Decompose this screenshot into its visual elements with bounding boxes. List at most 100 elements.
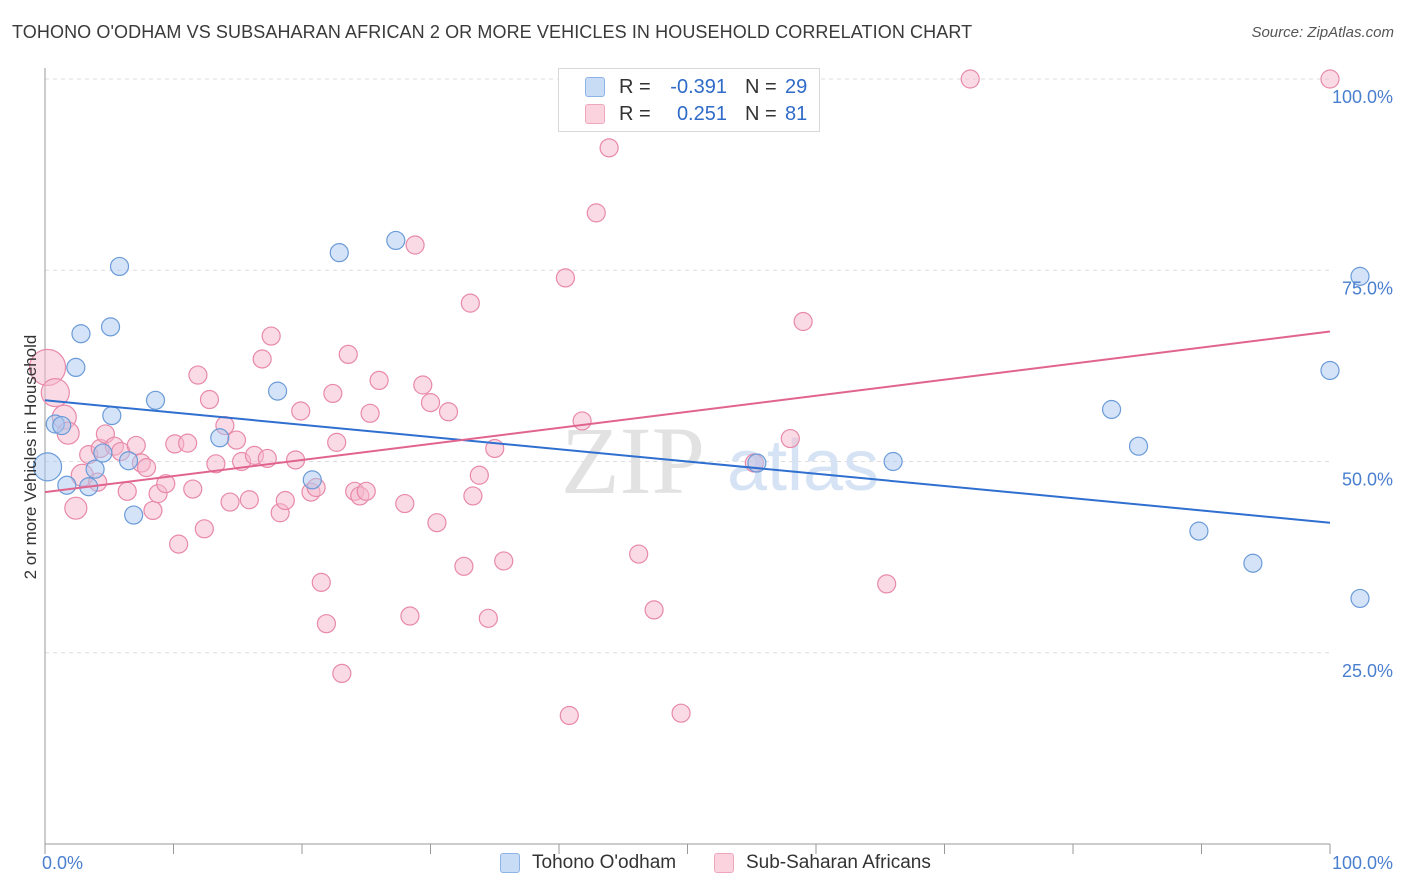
data-point-sub-saharan: [275, 490, 295, 511]
data-point-sub-saharan: [332, 663, 352, 684]
data-point-tohono: [1350, 588, 1370, 609]
data-point-sub-saharan: [327, 432, 347, 452]
legend-swatch-blue: [500, 853, 520, 873]
data-point-sub-saharan: [338, 344, 358, 364]
legend-r-value: 0.251: [676, 102, 727, 125]
data-point-sub-saharan: [239, 490, 259, 510]
data-point-tohono: [85, 459, 105, 479]
data-point-sub-saharan: [356, 481, 376, 501]
data-point-sub-saharan: [454, 556, 474, 576]
data-point-sub-saharan: [117, 481, 137, 501]
data-point-sub-saharan: [586, 203, 606, 223]
data-point-sub-saharan: [463, 486, 483, 506]
data-point-sub-saharan: [469, 465, 489, 485]
data-point-sub-saharan: [478, 608, 498, 628]
zipatlas-watermark: ZIP atlas: [561, 407, 879, 514]
data-point-sub-saharan: [460, 293, 480, 313]
data-point-sub-saharan: [126, 435, 146, 456]
data-point-sub-saharan: [960, 69, 980, 89]
legend-r-label: R =: [619, 75, 651, 98]
data-point-tohono: [52, 415, 72, 436]
data-point-sub-saharan: [793, 311, 813, 332]
data-point-sub-saharan: [400, 606, 420, 626]
series-sub-saharan-africans: [28, 69, 1340, 726]
data-point-tohono: [1189, 521, 1209, 541]
legend-label-subsaharan: Sub-Saharan Africans: [746, 852, 931, 873]
legend-n-label: N =: [745, 102, 777, 125]
data-point-sub-saharan: [629, 544, 649, 564]
data-point-tohono: [109, 256, 130, 277]
data-point-tohono: [32, 452, 63, 482]
data-point-sub-saharan: [226, 430, 247, 450]
data-point-tohono: [1320, 360, 1340, 381]
legend-swatch-pink: [585, 104, 605, 124]
data-point-tohono: [1243, 553, 1263, 573]
legend-r-label: R =: [619, 102, 651, 125]
data-point-tohono: [57, 475, 77, 495]
data-point-tohono: [267, 381, 288, 401]
y-tick-label: 75.0%: [1342, 278, 1393, 298]
data-point-sub-saharan: [360, 403, 380, 423]
data-point-sub-saharan: [194, 519, 214, 539]
data-point-sub-saharan: [252, 349, 272, 369]
legend-row-subsaharan: R = 0.251 N = 81: [585, 101, 807, 127]
data-point-sub-saharan: [1320, 69, 1340, 89]
data-point-tohono: [66, 357, 86, 378]
data-point-sub-saharan: [494, 551, 514, 571]
data-point-sub-saharan: [169, 534, 189, 554]
data-point-sub-saharan: [877, 574, 897, 594]
trend-line-subsaharan: [44, 330, 1331, 494]
y-tick-label: 50.0%: [1342, 470, 1393, 490]
data-point-tohono: [100, 317, 121, 337]
data-point-sub-saharan: [780, 428, 800, 449]
data-point-tohono: [102, 406, 122, 426]
data-point-sub-saharan: [572, 411, 592, 431]
chart-title: TOHONO O'ODHAM VS SUBSAHARAN AFRICAN 2 O…: [12, 22, 973, 42]
legend-row-tohono: R = -0.391 N = 29: [585, 74, 807, 100]
data-point-sub-saharan: [316, 614, 337, 634]
legend-swatch-blue: [585, 77, 605, 97]
source-credit: Source: ZipAtlas.com: [1251, 24, 1394, 41]
data-point-tohono: [1128, 436, 1149, 456]
trend-line-tohono: [44, 399, 1331, 524]
tick-labels: 25.0% 50.0% 75.0% 100.0% 0.0% 100.0%: [42, 87, 1393, 873]
data-point-tohono: [386, 230, 406, 251]
data-point-sub-saharan: [438, 402, 459, 422]
data-point-tohono: [1101, 399, 1122, 420]
data-point-sub-saharan: [188, 365, 208, 385]
correlation-legend: R = -0.391 N = 29 R = 0.251 N = 81: [558, 68, 820, 132]
data-point-sub-saharan: [311, 572, 331, 592]
data-point-sub-saharan: [136, 458, 157, 478]
data-point-sub-saharan: [599, 138, 619, 158]
data-point-sub-saharan: [559, 705, 579, 726]
legend-label-tohono: Tohono O'odham: [532, 852, 677, 873]
data-point-sub-saharan: [671, 703, 691, 723]
series-tohono-oodham: [32, 230, 1370, 609]
data-point-sub-saharan: [644, 600, 664, 620]
data-point-sub-saharan: [206, 454, 226, 474]
y-tick-label: 25.0%: [1342, 661, 1393, 681]
data-point-sub-saharan: [369, 370, 389, 391]
data-point-sub-saharan: [555, 268, 576, 288]
x-tick-label: 0.0%: [42, 853, 83, 873]
data-point-sub-saharan: [178, 433, 198, 453]
legend-n-value: 29: [785, 75, 808, 98]
data-point-sub-saharan: [420, 392, 441, 413]
data-point-sub-saharan: [64, 496, 88, 520]
data-point-sub-saharan: [156, 474, 176, 494]
data-point-sub-saharan: [427, 513, 447, 533]
y-axis-label: 2 or more Vehicles in Household: [21, 334, 40, 580]
legend-n-label: N =: [745, 75, 777, 98]
data-point-tohono: [302, 470, 322, 490]
data-point-sub-saharan: [413, 375, 433, 395]
legend-n-value: 81: [785, 102, 808, 125]
data-point-tohono: [1350, 266, 1370, 286]
data-point-sub-saharan: [143, 500, 163, 521]
data-point-sub-saharan: [261, 326, 281, 346]
x-tick-label: 100.0%: [1332, 853, 1393, 873]
data-point-sub-saharan: [291, 401, 311, 421]
legend-r-value: -0.391: [670, 75, 727, 98]
data-point-tohono: [329, 243, 349, 263]
legend-swatch-pink: [714, 853, 734, 873]
data-point-tohono: [124, 505, 144, 525]
